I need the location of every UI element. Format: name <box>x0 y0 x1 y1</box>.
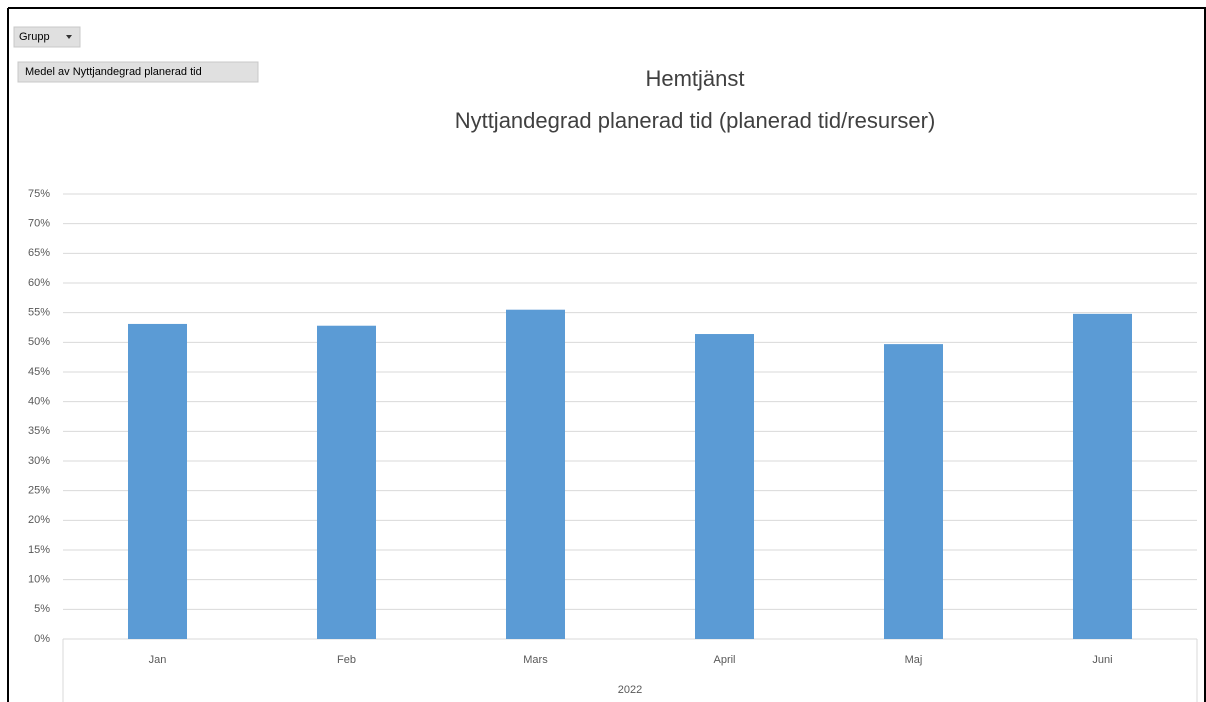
y-tick-label: 30% <box>28 455 50 467</box>
bar <box>884 344 943 639</box>
chart-title: Hemtjänst <box>645 66 744 91</box>
y-tick-label: 75% <box>28 188 50 200</box>
y-tick-label: 25% <box>28 485 50 497</box>
bar <box>317 325 376 639</box>
button-bg <box>17 61 259 83</box>
y-tick-label: 20% <box>28 514 50 526</box>
value-field-button[interactable]: Medel av Nyttjandegrad planerad tid <box>17 61 259 83</box>
y-tick-label: 60% <box>28 277 50 289</box>
bar <box>506 309 565 639</box>
x-tick-label: April <box>713 654 735 666</box>
x-tick-label: Mars <box>523 654 548 666</box>
button-label: Grupp <box>19 31 50 43</box>
y-tick-label: 5% <box>34 603 50 615</box>
y-tick-label: 10% <box>28 574 50 586</box>
x-tick-label: Feb <box>337 654 356 666</box>
bar <box>128 323 187 639</box>
dropdown-arrow <box>66 35 72 39</box>
y-tick-label: 65% <box>28 247 50 259</box>
y-tick-label: 70% <box>28 218 50 230</box>
bar <box>695 334 754 639</box>
y-tick-label: 40% <box>28 396 50 408</box>
group-label: 2022 <box>618 684 642 696</box>
x-tick-label: Maj <box>905 654 923 666</box>
y-tick-label: 45% <box>28 366 50 378</box>
chart-title: Nyttjandegrad planerad tid (planerad tid… <box>455 108 936 133</box>
button-bg <box>13 26 81 48</box>
y-tick-label: 35% <box>28 425 50 437</box>
button-label: Medel av Nyttjandegrad planerad tid <box>25 66 202 78</box>
y-tick-label: 0% <box>34 633 50 645</box>
group-button[interactable]: Grupp <box>13 26 81 48</box>
x-tick-label: Jan <box>149 654 167 666</box>
y-tick-label: 50% <box>28 336 50 348</box>
y-tick-label: 55% <box>28 307 50 319</box>
x-tick-label: Juni <box>1092 654 1112 666</box>
y-tick-label: 15% <box>28 544 50 556</box>
bar <box>1073 313 1132 639</box>
